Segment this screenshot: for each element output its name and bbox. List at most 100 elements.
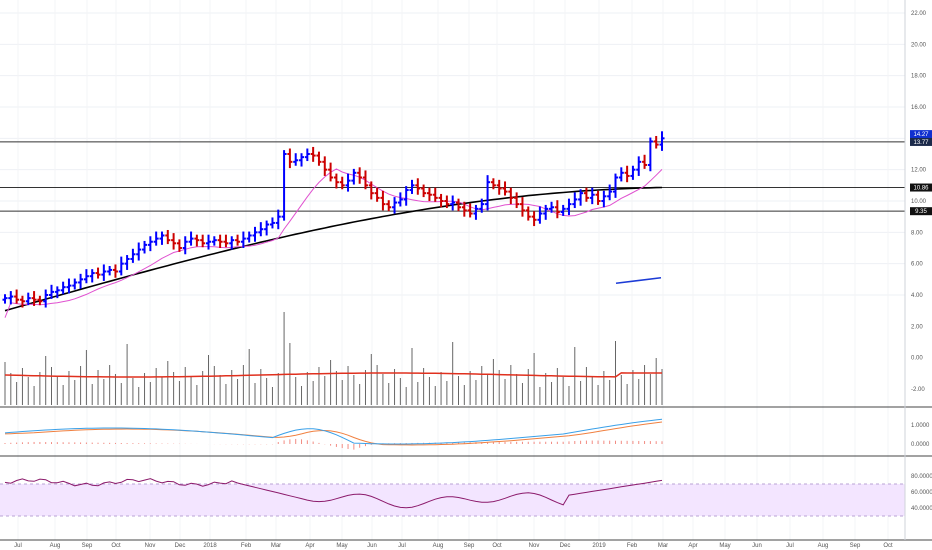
ohlc-bar (287, 148, 293, 169)
ohlc-bar (421, 184, 427, 198)
price-tag-bg (910, 207, 932, 216)
ohlc-bar (281, 150, 287, 221)
drawn-trend-line (615, 277, 662, 284)
x-tick-label: Apr (305, 543, 314, 549)
ohlc-bar (14, 289, 20, 304)
ohlc-bar (31, 291, 37, 306)
ohlc-bar (258, 222, 264, 237)
ohlc-bar (583, 187, 589, 202)
ohlc-bar (456, 198, 462, 212)
ohlc-bar (153, 231, 159, 246)
ohlc-bar (595, 190, 601, 205)
y-tick-label: 12.00 (911, 168, 927, 174)
ohlc-bar (89, 269, 95, 283)
y-tick-label: -2.00 (911, 387, 925, 393)
ohlc-bar (60, 281, 66, 295)
ohlc-bar (537, 206, 543, 224)
ohlc-bar (235, 234, 241, 246)
ohlc-bar (43, 289, 49, 308)
ohlc-bar (229, 236, 235, 250)
ohlc-bar (392, 197, 398, 214)
price-tags: 14.27 13.77 10.86 9.35 (910, 130, 932, 216)
ohlc-bar (252, 226, 258, 242)
ohlc-bar (502, 181, 508, 196)
ohlc-bar (159, 231, 165, 245)
sma-long-path (4, 186, 663, 312)
ohlc-bar (601, 190, 607, 208)
ohlc-bar (618, 167, 624, 182)
horizontal-levels[interactable] (0, 141, 905, 212)
ohlc-bar (112, 264, 118, 278)
trend-line[interactable] (615, 277, 662, 284)
ohlc-bar (223, 234, 229, 248)
ohlc-bar (345, 173, 351, 192)
ohlc-bar (473, 204, 479, 220)
x-tick-label: Feb (241, 543, 252, 549)
ohlc-bar (461, 201, 467, 217)
macd-pane (4, 418, 663, 450)
price-tag-label: 14.27 (913, 132, 929, 138)
ohlc-bar (397, 192, 403, 207)
macd-signal-line (4, 421, 663, 446)
volume-ma (4, 372, 662, 378)
ohlc-bar (316, 151, 322, 166)
x-tick-label: Aug (433, 543, 444, 549)
ohlc-bar (642, 154, 648, 169)
x-tick-label: Jun (752, 543, 762, 549)
ohlc-bar (589, 187, 595, 205)
ohlc-bar (630, 165, 636, 180)
ohlc-bar (171, 233, 177, 250)
ohlc-bar (490, 178, 496, 190)
price-axis[interactable]: 22.0020.0018.0016.0014.0012.0010.008.006… (911, 11, 932, 512)
ohlc-bar (49, 284, 55, 299)
macd-line (4, 418, 663, 445)
ohlc-bar (200, 234, 206, 248)
ohlc-bar (432, 187, 438, 202)
x-tick-label: Oct (883, 543, 893, 549)
ohlc-bar (543, 204, 549, 220)
ohlc-bar (403, 186, 409, 206)
y-tick-label: 20.00 (911, 42, 927, 48)
y-tick-label: 16.00 (911, 105, 927, 111)
x-tick-label: Nov (529, 543, 540, 549)
x-tick-label: Oct (111, 543, 121, 549)
ohlc-bar (211, 236, 217, 246)
ohlc-bar (19, 295, 25, 308)
ohlc-bar (386, 200, 392, 212)
rsi-tick-label: 60.0000 (911, 490, 932, 496)
volume-pane (4, 312, 663, 405)
ohlc-bar (647, 137, 653, 172)
y-tick-label: 0.00 (911, 356, 923, 362)
y-tick-label: 18.00 (911, 74, 927, 80)
ohlc-bar (612, 173, 618, 198)
ohlc-bar (444, 195, 450, 209)
ohlc-bar (118, 256, 124, 276)
ohlc-bar (124, 255, 130, 270)
price-tag: 14.27 (910, 130, 932, 139)
ohlc-bar (101, 264, 107, 281)
time-axis[interactable]: Jul Aug Sep Oct Nov Dec 2018 Feb Mar Apr May Jun Jul… (14, 543, 893, 549)
rsi-tick-label: 40.0000 (911, 506, 932, 512)
x-tick-label: Sep (464, 543, 475, 549)
x-tick-label: Jul (398, 543, 406, 549)
ohlc-bar (217, 234, 223, 248)
y-tick-label: 10.00 (911, 199, 927, 205)
ohlc-bar (95, 267, 101, 279)
x-tick-label: Sep (82, 543, 93, 549)
ohlc-bar (659, 131, 665, 151)
ohlc-bar (194, 234, 200, 247)
ohlc-bar (293, 153, 299, 166)
ohlc-bar (130, 248, 136, 263)
ohlc-bar (269, 217, 275, 229)
ohlc-bar (467, 203, 473, 218)
ohlc-bar (299, 153, 305, 167)
ohlc-bar (426, 187, 432, 201)
ohlc-bar (188, 231, 194, 246)
ohlc-bar (339, 176, 345, 190)
price-tag-bg (910, 130, 932, 139)
price-tag: 13.77 (910, 137, 932, 146)
ohlc-bar (624, 165, 630, 183)
y-tick-label: 4.00 (911, 293, 923, 299)
